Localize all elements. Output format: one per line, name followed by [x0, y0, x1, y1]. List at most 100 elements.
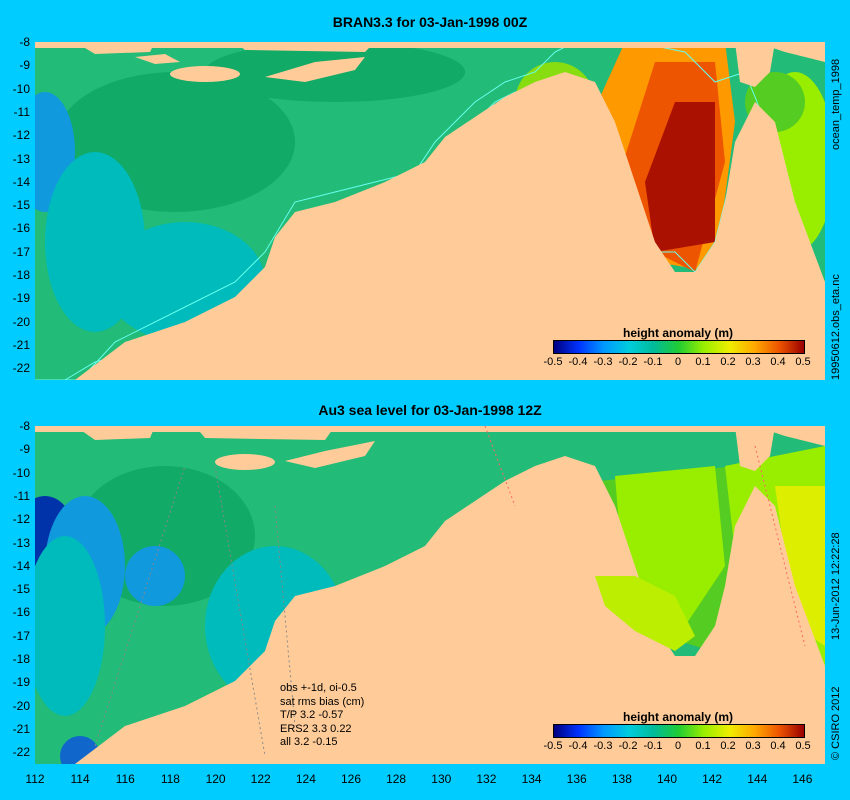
legend-tick: -0.5: [543, 740, 563, 752]
island-sumba: [170, 66, 240, 82]
side-label: 19950612.obs_eta.nc: [830, 274, 842, 380]
x-tick-label: 144: [747, 772, 768, 786]
legend-tick: -0.1: [643, 356, 663, 368]
y-tick-label: -14: [12, 174, 30, 189]
x-axis: 112 114 116 118 120 122 124 126 128 130 …: [25, 772, 825, 792]
x-tick-label: 132: [476, 772, 497, 786]
y-tick-label: -18: [12, 268, 30, 282]
island-timor: [265, 57, 365, 82]
y-tick-label: -18: [12, 652, 30, 666]
legend-tick: 0.1: [695, 356, 711, 368]
x-tick-label: 122: [250, 772, 271, 786]
stats-line: ERS2 3.3 0.22: [280, 722, 352, 735]
legend-tick: -0.4: [568, 740, 588, 752]
stats-line: obs +-1d, oi-0.5: [280, 682, 357, 694]
mainland-australia: [75, 456, 825, 764]
satellite-track: [754, 445, 806, 647]
y-tick-label: -15: [12, 198, 30, 213]
x-tick-label: 136: [566, 772, 587, 786]
y-tick-label: -16: [12, 605, 30, 620]
y-tick-label: -8: [19, 419, 30, 433]
y-tick-label: -22: [12, 745, 30, 760]
high-anomaly-patch: [645, 102, 715, 252]
legend-colorbar: [553, 724, 805, 738]
island-timor: [285, 441, 375, 468]
legend-ticks: -0.5 -0.4 -0.3 -0.2 -0.1 0 0.1 0.2 0.3 0…: [544, 356, 811, 370]
top-y-axis: -8 -9 -10 -11 -12 -13 -14 -15 -16 -17 -1…: [0, 35, 30, 380]
x-tick-label: 116: [115, 772, 135, 786]
x-tick-label: 134: [521, 772, 542, 786]
bottom-map-panel: [35, 426, 825, 764]
island-sumba: [215, 454, 275, 470]
legend-tick: -0.2: [618, 740, 638, 752]
y-tick-label: -14: [12, 558, 30, 573]
legend-tick: 0: [674, 740, 682, 752]
legend-tick: -0.4: [568, 356, 588, 368]
island: [135, 54, 180, 64]
legend-tick: 0.3: [745, 740, 761, 752]
y-tick-label: -9: [19, 58, 30, 73]
y-tick-label: -22: [12, 361, 30, 376]
stats-line: all 3.2 -0.15: [280, 736, 338, 748]
legend-tick: -0.2: [618, 356, 638, 368]
legend-tick: 0.5: [795, 356, 811, 368]
y-tick-label: -10: [12, 81, 30, 96]
y-tick-label: -19: [12, 291, 30, 306]
top-legend: height anomaly (m) -0.5 -0.4 -0.3 -0.2 -…: [544, 326, 811, 370]
statistics-box: obs +-1d, oi-0.5 sat rms bias (cm) T/P 3…: [280, 682, 364, 750]
legend-tick: -0.5: [543, 356, 563, 368]
low-anomaly-patch: [125, 546, 185, 606]
positive-anomaly-patch: [775, 486, 825, 646]
top-map: [35, 42, 825, 380]
island: [75, 426, 155, 440]
legend-tick: -0.3: [593, 740, 613, 752]
y-tick-label: -21: [12, 721, 30, 736]
legend-tick: -0.3: [593, 356, 613, 368]
y-tick-label: -11: [13, 104, 30, 119]
bottom-legend: height anomaly (m) -0.5 -0.4 -0.3 -0.2 -…: [544, 710, 811, 754]
legend-colorbar: [553, 340, 805, 354]
bottom-panel-title: Au3 sea level for 03-Jan-1998 12Z: [318, 402, 542, 418]
legend-tick: 0.3: [745, 356, 761, 368]
mainland-australia: [75, 72, 825, 380]
satellite-track: [274, 505, 296, 727]
x-tick-label: 124: [295, 772, 316, 786]
island: [475, 426, 635, 432]
legend-ticks: -0.5 -0.4 -0.3 -0.2 -0.1 0 0.1 0.2 0.3 0…: [544, 740, 811, 754]
y-tick-label: -20: [12, 314, 30, 329]
cape-york: [735, 426, 775, 471]
y-tick-label: -10: [12, 465, 30, 480]
y-tick-label: -9: [19, 442, 30, 457]
satellite-track: [484, 426, 516, 507]
y-tick-label: -12: [12, 128, 30, 143]
island: [195, 426, 335, 440]
y-tick-label: -21: [12, 337, 30, 352]
legend-tick: 0.4: [770, 740, 786, 752]
y-tick-label: -17: [12, 244, 30, 259]
island: [475, 42, 635, 48]
x-tick-label: 118: [160, 772, 180, 786]
x-tick-label: 114: [70, 772, 90, 786]
legend-tick: 0.4: [770, 356, 786, 368]
island: [235, 42, 375, 52]
island: [75, 42, 155, 54]
island-melville: [470, 117, 500, 127]
x-tick-label: 112: [25, 772, 45, 786]
x-tick-label: 126: [340, 772, 362, 786]
x-tick-label: 128: [386, 772, 407, 786]
legend-tick: 0.2: [720, 740, 736, 752]
top-panel-title: BRAN3.3 for 03-Jan-1998 00Z: [332, 14, 528, 30]
legend-tick: 0.2: [720, 356, 736, 368]
side-label: © CSIRO 2012: [830, 686, 842, 760]
side-label: ocean_temp_1998: [830, 58, 842, 150]
side-label: 13-Jun-2012 12:22:28: [830, 532, 842, 640]
y-tick-label: -12: [12, 512, 30, 527]
legend-tick: 0: [674, 356, 682, 368]
top-map-panel: [35, 42, 825, 380]
x-tick-label: 120: [205, 772, 226, 786]
bottom-y-axis: -8 -9 -10 -11 -12 -13 -14 -15 -16 -17 -1…: [0, 419, 30, 764]
stats-line: sat rms bias (cm): [280, 695, 365, 708]
legend-title: height anomaly (m): [622, 326, 733, 340]
low-anomaly-patch: [35, 536, 105, 716]
x-tick-label: 140: [656, 772, 678, 786]
